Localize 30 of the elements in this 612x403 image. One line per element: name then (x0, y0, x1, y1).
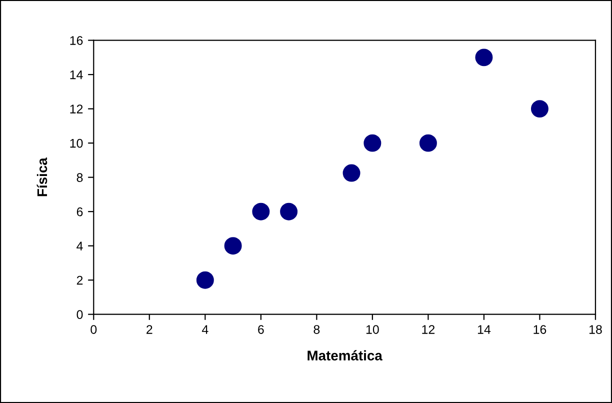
y-tick-label: 12 (70, 104, 83, 114)
x-tick-label: 16 (534, 325, 546, 334)
x-tick-label: 4 (202, 325, 208, 334)
y-tick-label: 4 (76, 242, 83, 250)
x-tick-label: 10 (366, 325, 379, 334)
point (529, 98, 550, 120)
y-tick-label: 2 (76, 276, 83, 285)
y-tick-label: 8 (76, 173, 83, 182)
y-tick-label: 0 (76, 310, 83, 319)
point (194, 270, 216, 290)
x-tick-label: 14 (478, 325, 491, 334)
x-tick-label: 8 (314, 325, 320, 334)
x-axis-title: Matemática (308, 350, 382, 360)
y-tick-label: 14 (70, 70, 83, 80)
point (418, 132, 439, 154)
point (362, 132, 383, 154)
x-tick-label: 2 (146, 325, 152, 334)
point (222, 235, 244, 256)
x-tick-label: 18 (589, 325, 602, 334)
y-axis-title: Física (36, 158, 48, 196)
y-tick-label: 16 (70, 36, 83, 45)
x-tick-label: 0 (90, 325, 97, 334)
point (278, 201, 300, 222)
x-tick-label: 12 (422, 325, 435, 334)
point (250, 201, 272, 222)
y-tick-label: 6 (76, 207, 83, 216)
point (341, 162, 362, 184)
y-tick-label: 10 (70, 138, 83, 148)
point (474, 47, 494, 68)
x-tick-label: 6 (258, 325, 264, 334)
